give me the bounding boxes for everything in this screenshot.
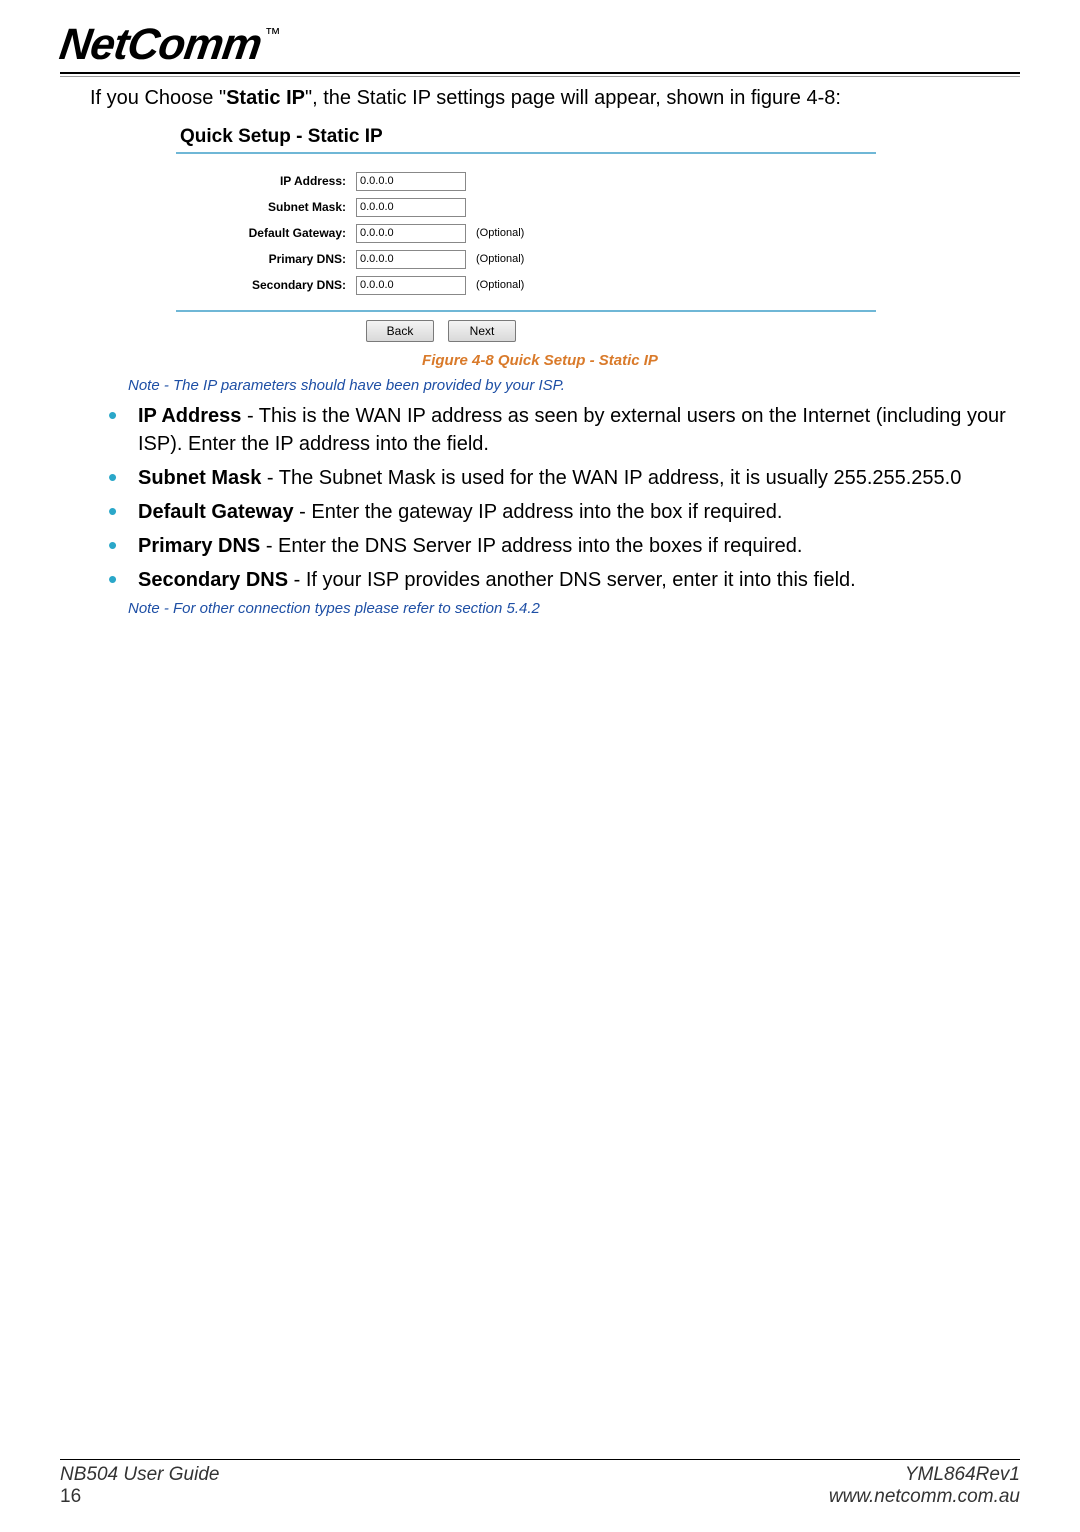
term-default-gateway: Default Gateway <box>138 501 294 523</box>
bullet-secondary-dns: Secondary DNS - If your ISP provides ano… <box>90 566 1020 594</box>
header-rule-dark <box>60 72 1020 74</box>
input-subnet-mask[interactable] <box>356 198 466 217</box>
label-secondary-dns: Secondary DNS: <box>176 278 356 292</box>
desc-subnet-mask: - The Subnet Mask is used for the WAN IP… <box>261 467 961 489</box>
screenshot-rule-bottom <box>176 310 876 312</box>
intro-text: If you Choose "Static IP", the Static IP… <box>90 87 1020 110</box>
bullet-subnet-mask: Subnet Mask - The Subnet Mask is used fo… <box>90 464 1020 492</box>
label-primary-dns: Primary DNS: <box>176 252 356 266</box>
intro-prefix: If you Choose " <box>90 87 226 109</box>
desc-secondary-dns: - If your ISP provides another DNS serve… <box>288 569 856 591</box>
term-ip-address: IP Address <box>138 405 241 427</box>
footer-url: www.netcomm.com.au <box>829 1486 1020 1508</box>
label-subnet-mask: Subnet Mask: <box>176 200 356 214</box>
input-secondary-dns[interactable] <box>356 276 466 295</box>
input-default-gateway[interactable] <box>356 224 466 243</box>
page-footer: NB504 User Guide 16 YML864Rev1 www.netco… <box>60 1459 1020 1508</box>
opt-default-gateway: (Optional) <box>476 227 524 239</box>
trademark-symbol: ™ <box>265 26 281 44</box>
intro-bold: Static IP <box>226 87 305 109</box>
note-isp-params: Note - The IP parameters should have bee… <box>128 377 1020 394</box>
term-secondary-dns: Secondary DNS <box>138 569 288 591</box>
row-primary-dns: Primary DNS: (Optional) <box>176 246 876 272</box>
bullet-default-gateway: Default Gateway - Enter the gateway IP a… <box>90 498 1020 526</box>
desc-default-gateway: - Enter the gateway IP address into the … <box>294 501 783 523</box>
row-secondary-dns: Secondary DNS: (Optional) <box>176 272 876 298</box>
input-primary-dns[interactable] <box>356 250 466 269</box>
note-other-connections: Note - For other connection types please… <box>128 600 1020 617</box>
opt-secondary-dns: (Optional) <box>476 279 524 291</box>
figure-caption: Figure 4-8 Quick Setup - Static IP <box>60 352 1020 369</box>
row-default-gateway: Default Gateway: (Optional) <box>176 220 876 246</box>
screenshot-title: Quick Setup - Static IP <box>180 126 876 148</box>
row-ip-address: IP Address: <box>176 168 876 194</box>
intro-suffix: ", the Static IP settings page will appe… <box>305 87 841 109</box>
opt-primary-dns: (Optional) <box>476 253 524 265</box>
header-rule-light <box>60 76 1020 77</box>
desc-ip-address: - This is the WAN IP address as seen by … <box>138 405 1006 455</box>
screenshot-rule-top <box>176 152 876 154</box>
bullet-list: IP Address - This is the WAN IP address … <box>90 402 1020 594</box>
brand-logo: NetComm <box>56 20 264 70</box>
bullet-primary-dns: Primary DNS - Enter the DNS Server IP ad… <box>90 532 1020 560</box>
bullet-ip-address: IP Address - This is the WAN IP address … <box>90 402 1020 458</box>
static-ip-screenshot: Quick Setup - Static IP IP Address: Subn… <box>176 120 876 348</box>
row-subnet-mask: Subnet Mask: <box>176 194 876 220</box>
footer-doc-rev: YML864Rev1 <box>829 1464 1020 1486</box>
footer-page-number: 16 <box>60 1486 219 1508</box>
input-ip-address[interactable] <box>356 172 466 191</box>
desc-primary-dns: - Enter the DNS Server IP address into t… <box>260 535 802 557</box>
next-button[interactable]: Next <box>448 320 516 342</box>
label-default-gateway: Default Gateway: <box>176 226 356 240</box>
back-button[interactable]: Back <box>366 320 434 342</box>
label-ip-address: IP Address: <box>176 174 356 188</box>
footer-guide-name: NB504 User Guide <box>60 1464 219 1486</box>
term-subnet-mask: Subnet Mask <box>138 467 261 489</box>
term-primary-dns: Primary DNS <box>138 535 260 557</box>
